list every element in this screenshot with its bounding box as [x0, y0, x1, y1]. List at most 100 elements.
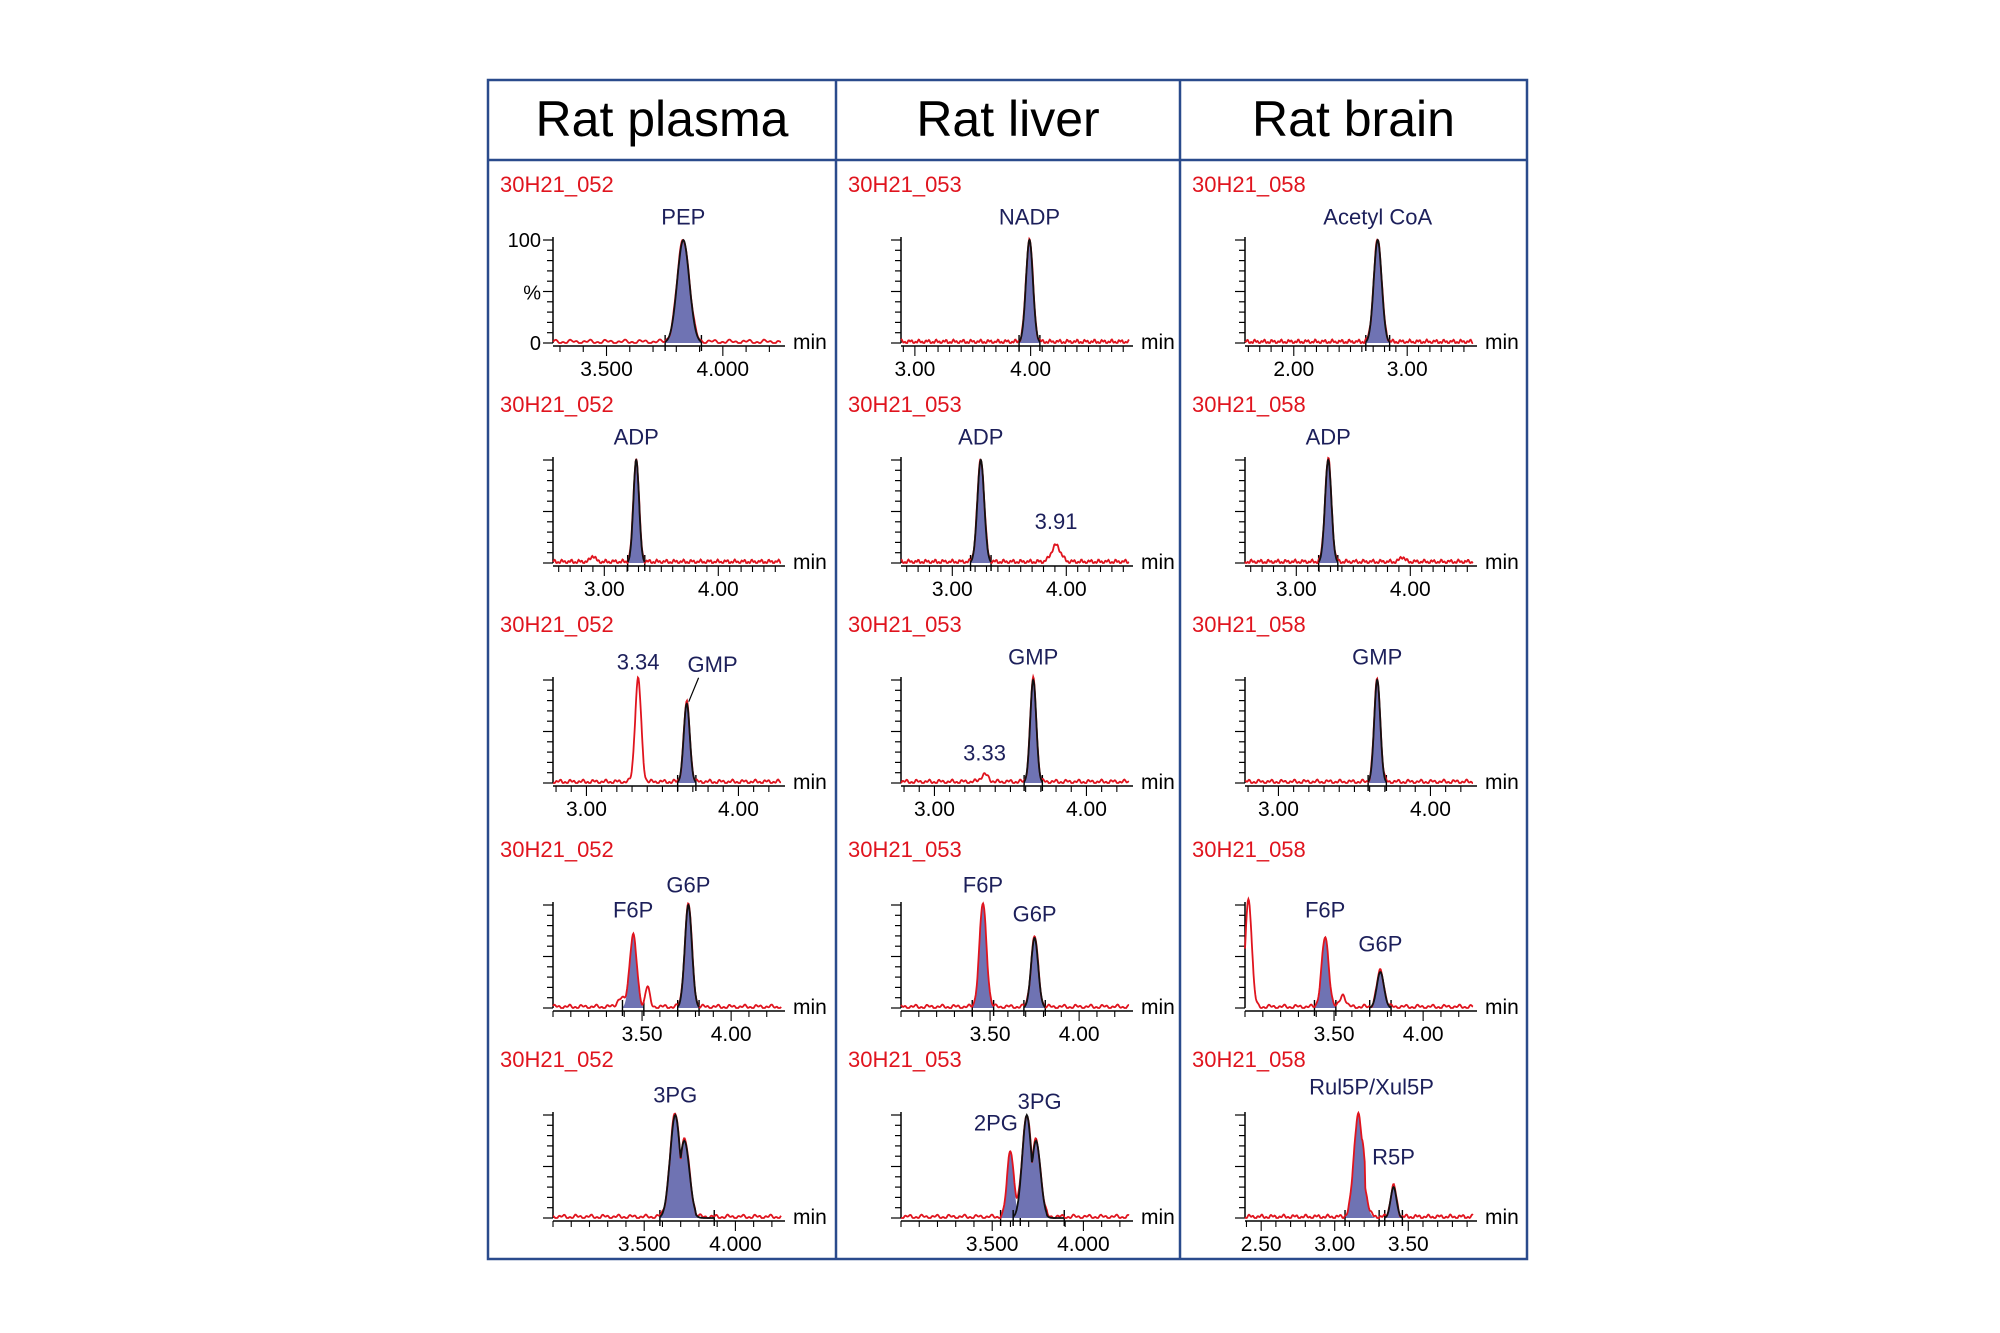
x-unit-label: min [793, 1206, 827, 1229]
peak-label: GMP [1352, 645, 1402, 670]
sample-id: 30H21_053 [848, 392, 962, 417]
x-tick-label: 4.00 [1390, 578, 1431, 601]
chromatogram-trace [1244, 1110, 1474, 1219]
peak-label: 3.91 [1035, 509, 1078, 534]
peak-label: G6P [1358, 931, 1402, 956]
x-unit-label: min [1485, 771, 1519, 794]
chromatogram-trace [900, 673, 1130, 784]
x-tick-label: 4.000 [697, 358, 750, 381]
x-unit-label: min [1141, 1206, 1175, 1229]
peak-area [665, 240, 702, 343]
sample-id: 30H21_058 [1192, 1047, 1306, 1072]
sample-id: 30H21_052 [500, 392, 614, 417]
peak-label: 3PG [1018, 1089, 1062, 1114]
x-unit-label: min [1141, 771, 1175, 794]
x-unit-label: min [1485, 331, 1519, 354]
x-tick-label: 4.00 [718, 798, 759, 821]
sample-id: 30H21_058 [1192, 172, 1306, 197]
peak-label: R5P [1372, 1144, 1415, 1169]
x-tick-label: 2.50 [1241, 1233, 1282, 1256]
chromatogram-trace [1244, 238, 1474, 345]
x-tick-label: 4.00 [711, 1023, 752, 1046]
chromatogram-trace [900, 236, 1130, 345]
chromatogram-trace [900, 901, 1130, 1009]
x-unit-label: min [1141, 551, 1175, 574]
peak-label: 3.34 [617, 650, 660, 675]
peak-label: G6P [1013, 901, 1057, 926]
sample-id: 30H21_058 [1192, 612, 1306, 637]
target-peak-outline [1369, 971, 1392, 1009]
x-tick-label: 3.50 [622, 1023, 663, 1046]
x-unit-label: min [1141, 331, 1175, 354]
chromatogram-trace [552, 238, 781, 344]
target-peak-outline [1023, 936, 1046, 1009]
target-peak-outline [1023, 678, 1044, 783]
sample-id: 30H21_053 [848, 1047, 962, 1072]
target-peak-outline [1317, 458, 1339, 563]
x-tick-label: 3.00 [932, 578, 973, 601]
peak-area [1013, 1115, 1065, 1218]
peak-label: G6P [666, 873, 710, 898]
x-unit-label: min [1485, 551, 1519, 574]
target-peak-outline [1367, 678, 1388, 783]
target-peak-outline [676, 903, 700, 1008]
target-peak-outline [1365, 238, 1391, 343]
chromatogram-trace [1244, 896, 1474, 1009]
x-unit-label: min [793, 331, 827, 354]
x-unit-label: min [793, 996, 827, 1019]
x-tick-label: 2.00 [1273, 358, 1314, 381]
peak-label: ADP [1306, 425, 1351, 450]
peak-label: GMP [1008, 645, 1058, 670]
x-tick-label: 4.000 [1057, 1233, 1110, 1256]
peak-area [1345, 1115, 1380, 1218]
x-tick-label: 4.00 [1010, 358, 1051, 381]
sample-id: 30H21_052 [500, 172, 614, 197]
x-tick-label: 4.00 [1410, 798, 1451, 821]
x-unit-label: min [793, 551, 827, 574]
sample-id: 30H21_058 [1192, 392, 1306, 417]
y-tick-label: 0 [530, 333, 541, 355]
x-unit-label: min [1141, 996, 1175, 1019]
x-tick-label: 3.50 [1314, 1023, 1355, 1046]
peak-label: GMP [688, 652, 738, 677]
peak-label: Rul5P/Xul5P [1309, 1074, 1434, 1099]
target-peak-outline [626, 458, 646, 563]
sample-id: 30H21_053 [848, 172, 962, 197]
chromatogram-trace [900, 458, 1130, 565]
x-unit-label: min [1485, 996, 1519, 1019]
x-tick-label: 4.00 [1403, 1023, 1444, 1046]
column-header: Rat plasma [536, 91, 789, 147]
peak-label: ADP [958, 425, 1003, 450]
figure-frame [486, 78, 1529, 1261]
sample-id: 30H21_053 [848, 837, 962, 862]
sample-id: 30H21_053 [848, 612, 962, 637]
target-peak-outline [1384, 1186, 1403, 1219]
x-tick-label: 3.50 [970, 1023, 1011, 1046]
x-tick-label: 4.000 [709, 1233, 762, 1256]
peak-label: 3.33 [963, 740, 1006, 765]
chromatogram-trace [1244, 456, 1474, 565]
x-tick-label: 3.00 [894, 358, 935, 381]
sample-id: 30H21_052 [500, 612, 614, 637]
x-tick-label: 3.00 [1258, 798, 1299, 821]
x-tick-label: 4.00 [1046, 578, 1087, 601]
label-leader [688, 677, 700, 702]
peak-label: NADP [999, 205, 1060, 230]
chromatogram-trace [1244, 676, 1474, 784]
x-tick-label: 3.50 [1388, 1233, 1429, 1256]
x-tick-label: 4.00 [1059, 1023, 1100, 1046]
x-tick-label: 3.00 [1314, 1233, 1355, 1256]
target-peak-outline [664, 238, 702, 343]
peak-area [622, 935, 644, 1008]
x-tick-label: 4.00 [698, 578, 739, 601]
peak-label: F6P [963, 873, 1003, 898]
target-peak-outline [676, 702, 697, 783]
x-tick-label: 3.00 [1276, 578, 1317, 601]
x-tick-label: 3.00 [914, 798, 955, 821]
chromatogram-trace [901, 1114, 1130, 1219]
x-tick-label: 3.500 [618, 1233, 671, 1256]
column-header: Rat liver [916, 91, 1099, 147]
x-unit-label: min [1485, 1206, 1519, 1229]
target-peak-outline [1018, 238, 1041, 343]
